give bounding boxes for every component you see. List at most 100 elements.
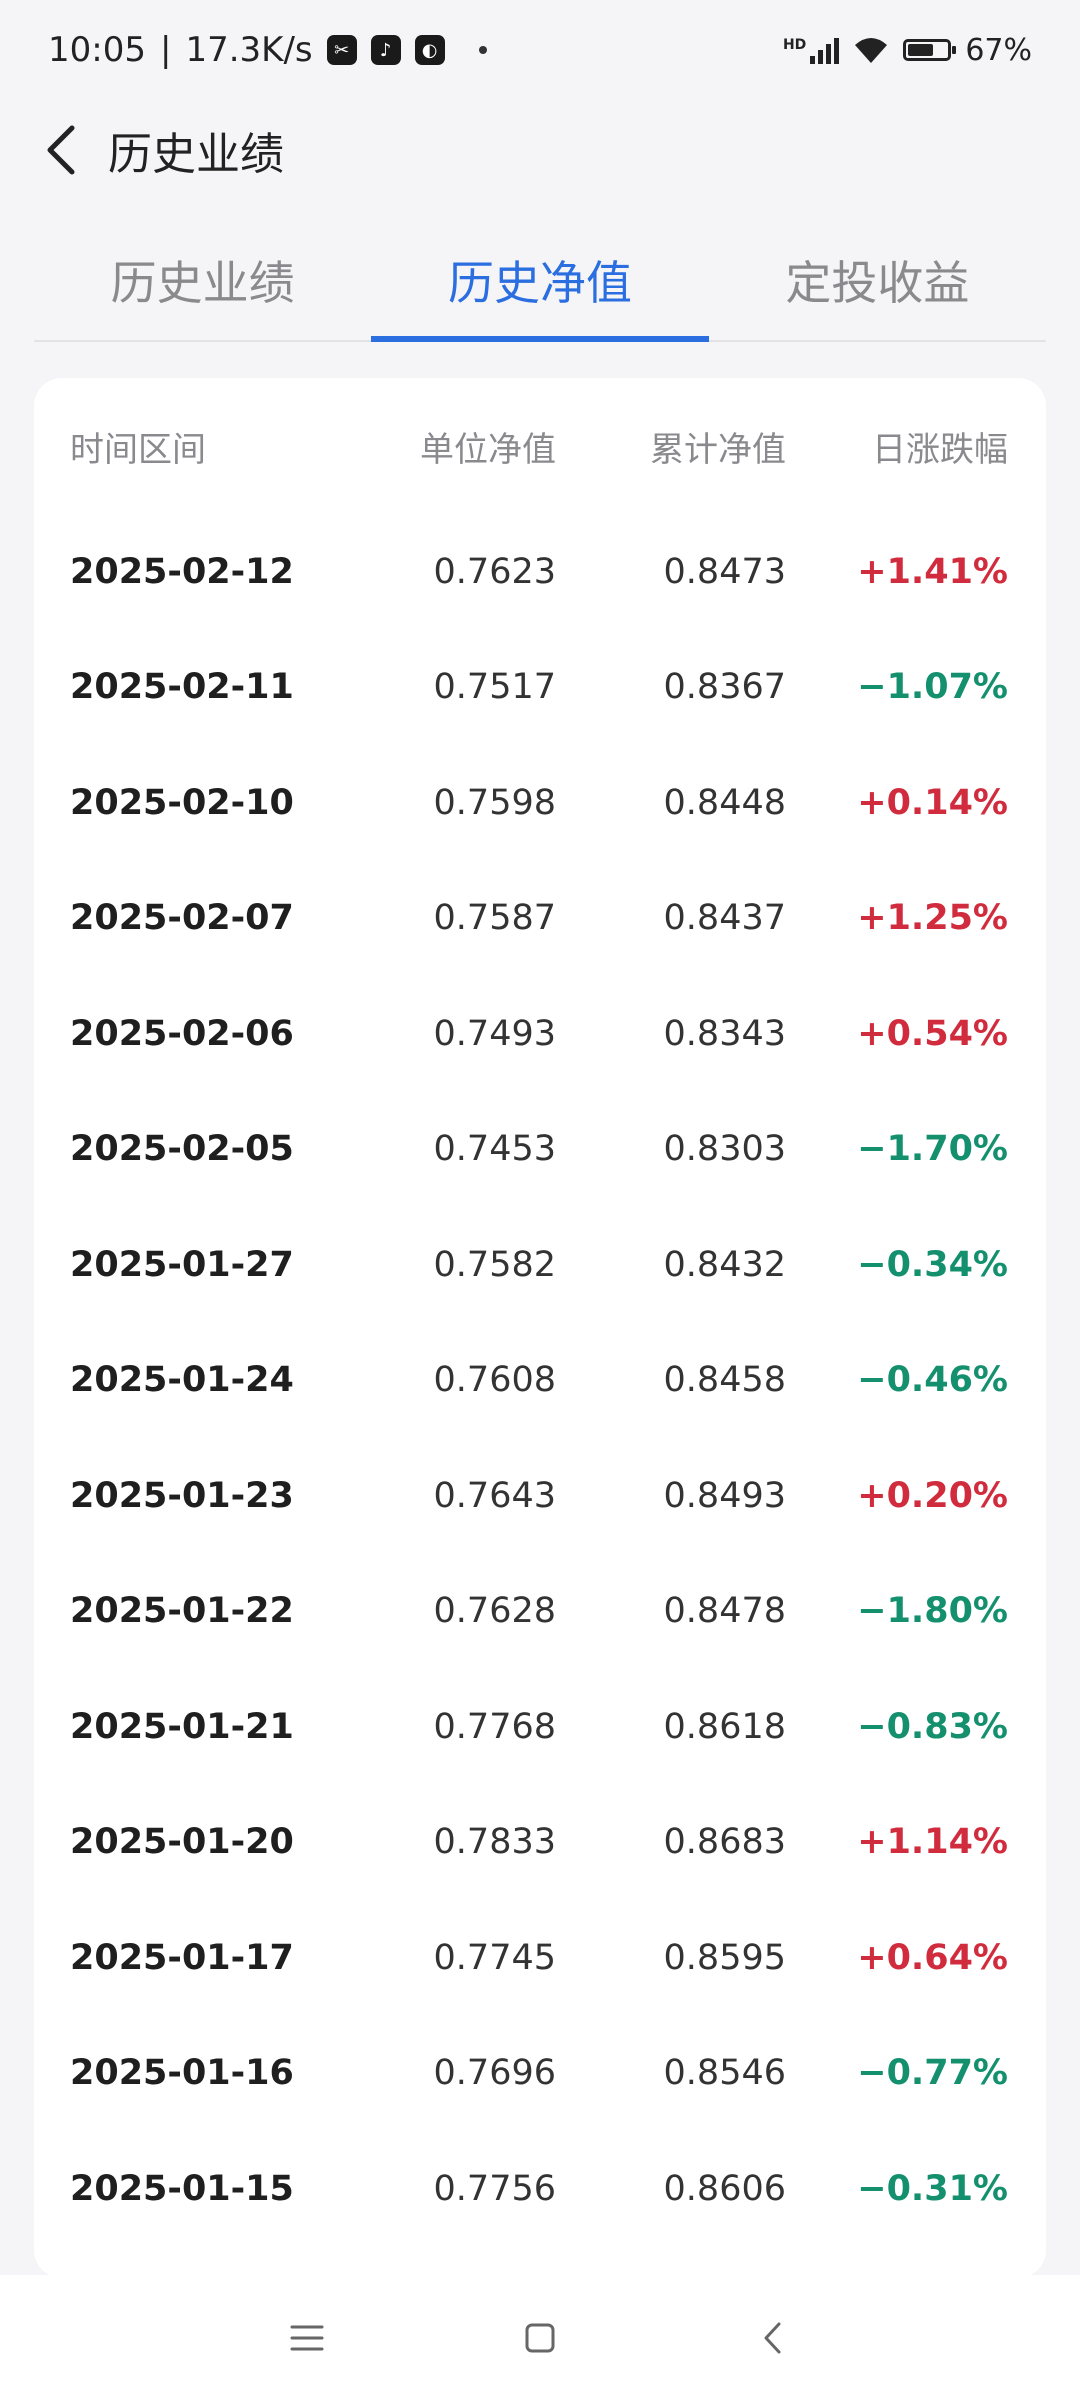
column-header-unit-nav: 单位净值 <box>420 429 556 470</box>
row-date: 2025-01-22 <box>70 1591 294 1632</box>
table-row[interactable]: 2025-01-21 0.7768 0.8618 −0.83% <box>34 1669 1046 1785</box>
row-accumulated-nav: 0.8546 <box>663 2053 786 2094</box>
table-row[interactable]: 2025-01-24 0.7608 0.8458 −0.46% <box>34 1323 1046 1439</box>
row-accumulated-nav: 0.8437 <box>663 898 786 939</box>
table-row[interactable]: 2025-01-22 0.7628 0.8478 −1.80% <box>34 1554 1046 1670</box>
row-date: 2025-01-20 <box>70 1822 294 1863</box>
nav-home-button[interactable] <box>500 2298 580 2378</box>
row-daily-change: +1.25% <box>857 898 1008 939</box>
row-daily-change: +0.54% <box>857 1013 1008 1054</box>
table-body: 2025-02-12 0.7623 0.8473 +1.41% 2025-02-11 0.… <box>34 514 1046 2278</box>
row-date: 2025-02-11 <box>70 667 294 708</box>
row-unit-nav: 0.7453 <box>433 1129 556 1170</box>
row-accumulated-nav: 0.8343 <box>663 1013 786 1054</box>
row-daily-change: −1.70% <box>857 1129 1008 1170</box>
row-accumulated-nav: 0.8458 <box>663 1360 786 1401</box>
row-date: 2025-02-12 <box>70 551 294 592</box>
tiktok-app-icon: ♪ <box>370 35 401 65</box>
row-unit-nav: 0.7628 <box>433 1591 556 1632</box>
row-unit-nav: 0.7517 <box>433 667 556 708</box>
column-header-daily-change: 日涨跌幅 <box>872 429 1008 470</box>
row-daily-change: −0.77% <box>857 2053 1008 2094</box>
table-row[interactable]: 2025-02-06 0.7493 0.8343 +0.54% <box>34 976 1046 1092</box>
back-triangle-icon <box>764 2322 781 2353</box>
row-date: 2025-02-06 <box>70 1013 294 1054</box>
row-daily-change: −0.34% <box>857 1244 1008 1285</box>
battery-fill <box>908 44 934 56</box>
row-date: 2025-01-17 <box>70 1937 294 1978</box>
row-unit-nav: 0.7598 <box>433 782 556 823</box>
tab-sip-returns[interactable]: 定投收益 <box>785 256 970 310</box>
nav-back-button[interactable] <box>733 2298 813 2378</box>
row-unit-nav: 0.7582 <box>433 1244 556 1285</box>
row-date: 2025-01-21 <box>70 1706 294 1747</box>
menu-icon <box>290 2325 324 2350</box>
table-header: 时间区间 单位净值 累计净值 日涨跌幅 <box>34 378 1046 514</box>
row-accumulated-nav: 0.8473 <box>663 551 786 592</box>
nav-menu-button[interactable] <box>267 2298 347 2378</box>
table-row[interactable]: 2025-01-20 0.7833 0.8683 +1.14% <box>34 1785 1046 1901</box>
row-accumulated-nav: 0.8683 <box>663 1822 786 1863</box>
row-unit-nav: 0.7587 <box>433 898 556 939</box>
system-navigation-bar <box>0 2275 1080 2400</box>
row-daily-change: +0.14% <box>857 782 1008 823</box>
table-row[interactable]: 2025-01-15 0.7756 0.8606 −0.31% <box>34 2131 1046 2247</box>
tab-history-nav[interactable]: 历史净值 <box>371 220 709 342</box>
row-unit-nav: 0.7493 <box>433 1013 556 1054</box>
table-row[interactable]: 2025-01-17 0.7745 0.8595 +0.64% <box>34 1900 1046 2016</box>
row-date: 2025-01-15 <box>70 2168 294 2209</box>
status-right: HD 67% <box>783 33 1032 68</box>
row-accumulated-nav: 0.8595 <box>663 1937 786 1978</box>
status-bar: 10:05 | 17.3K/s ✂ ♪ ◐ HD 67% <box>0 0 1080 100</box>
row-daily-change: −0.83% <box>857 1706 1008 1747</box>
more-notifications-dot-icon <box>478 46 487 54</box>
table-row[interactable]: 2025-02-10 0.7598 0.8448 +0.14% <box>34 745 1046 861</box>
signal-icon <box>810 36 840 64</box>
row-accumulated-nav: 0.8432 <box>663 1244 786 1285</box>
row-daily-change: +0.64% <box>857 1937 1008 1978</box>
table-row[interactable]: 2025-01-23 0.7643 0.8493 +0.20% <box>34 1438 1046 1554</box>
table-row[interactable]: 2025-01-140.77800.8630+2.84% <box>34 2247 1046 2279</box>
row-date: 2025-01-24 <box>70 1360 294 1401</box>
battery-icon <box>903 39 957 61</box>
header: 历史业绩 <box>0 100 1080 200</box>
row-daily-change: −1.80% <box>857 1591 1008 1632</box>
table-row[interactable]: 2025-02-12 0.7623 0.8473 +1.41% <box>34 514 1046 630</box>
row-daily-change: +0.20% <box>857 1475 1008 1516</box>
capcut-app-icon: ✂ <box>326 35 357 65</box>
tab-bar: 历史业绩 历史净值 定投收益 <box>34 220 1046 342</box>
chevron-left-icon <box>47 125 75 175</box>
row-date: 2025-02-05 <box>70 1129 294 1170</box>
row-date: 2025-01-16 <box>70 2053 294 2094</box>
notification-app-icon: ◐ <box>414 35 445 65</box>
row-unit-nav: 0.7833 <box>433 1822 556 1863</box>
row-accumulated-nav: 0.8493 <box>663 1475 786 1516</box>
column-header-period: 时间区间 <box>70 429 206 470</box>
status-speed: 17.3K/s <box>185 30 313 70</box>
row-daily-change: −0.46% <box>857 1360 1008 1401</box>
page-title: 历史业绩 <box>108 129 284 180</box>
row-accumulated-nav: 0.8303 <box>663 1129 786 1170</box>
table-row[interactable]: 2025-02-11 0.7517 0.8367 −1.07% <box>34 630 1046 746</box>
status-time: 10:05 <box>48 30 146 70</box>
row-accumulated-nav: 0.8606 <box>663 2168 786 2209</box>
row-unit-nav: 0.7608 <box>433 1360 556 1401</box>
row-accumulated-nav: 0.8367 <box>663 667 786 708</box>
tab-history-performance[interactable]: 历史业绩 <box>110 256 295 310</box>
table-row[interactable]: 2025-02-07 0.7587 0.8437 +1.25% <box>34 861 1046 977</box>
row-date: 2025-02-07 <box>70 898 294 939</box>
table-row[interactable]: 2025-01-16 0.7696 0.8546 −0.77% <box>34 2016 1046 2132</box>
row-daily-change: −0.31% <box>857 2168 1008 2209</box>
row-date: 2025-01-27 <box>70 1244 294 1285</box>
row-daily-change: +1.14% <box>857 1822 1008 1863</box>
status-separator: | <box>159 30 172 70</box>
row-date: 2025-01-23 <box>70 1475 294 1516</box>
table-row[interactable]: 2025-01-27 0.7582 0.8432 −0.34% <box>34 1207 1046 1323</box>
square-home-icon <box>525 2323 555 2352</box>
row-unit-nav: 0.7756 <box>433 2168 556 2209</box>
back-button[interactable] <box>22 110 102 190</box>
row-unit-nav: 0.7768 <box>433 1706 556 1747</box>
table-row[interactable]: 2025-02-05 0.7453 0.8303 −1.70% <box>34 1092 1046 1208</box>
column-header-accumulated-nav: 累计净值 <box>650 429 786 470</box>
status-left: 10:05 | 17.3K/s ✂ ♪ ◐ <box>48 30 487 70</box>
